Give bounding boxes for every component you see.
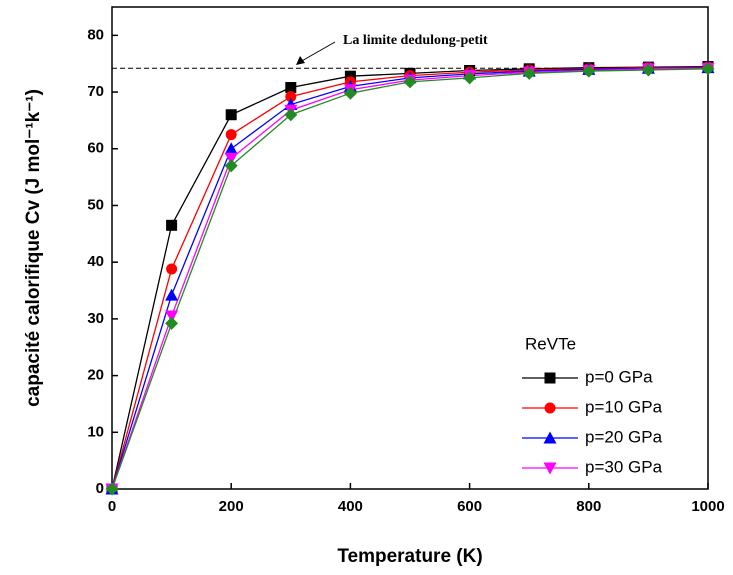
marker: [165, 316, 179, 330]
marker: [582, 64, 596, 78]
marker: [463, 71, 477, 85]
series-line: [111, 67, 709, 490]
x-tick-label: 400: [338, 498, 363, 515]
x-tick-label: 200: [219, 498, 244, 515]
series-line: [111, 68, 709, 490]
legend-label: p=20 GPa: [585, 427, 663, 446]
marker: [285, 82, 297, 94]
legend-marker: [543, 462, 557, 475]
marker: [224, 159, 238, 173]
marker: [105, 482, 119, 496]
y-tick-label: 70: [87, 83, 104, 100]
marker: [166, 219, 178, 231]
annotation: La limite dedulong-petit: [343, 33, 488, 48]
marker: [166, 263, 178, 275]
legend-label: p=10 GPa: [585, 397, 663, 416]
marker: [225, 109, 237, 121]
legend-marker: [543, 431, 557, 444]
plot-frame: [111, 6, 709, 490]
x-axis-title: Temperature (K): [337, 546, 482, 567]
annotation-arrowhead: [296, 56, 305, 65]
y-tick-label: 50: [87, 196, 104, 213]
x-tick-label: 600: [457, 498, 482, 515]
legend-label: p=0 GPa: [585, 367, 653, 386]
x-tick-label: 0: [108, 498, 116, 515]
y-tick-label: 40: [87, 253, 104, 270]
marker: [224, 152, 238, 165]
marker: [225, 129, 237, 141]
y-axis-title: capacité calorifique Cv (J mol⁻¹k⁻¹): [23, 89, 44, 407]
legend-label: p=30 GPa: [585, 457, 663, 476]
marker: [165, 310, 179, 323]
marker: [165, 288, 179, 301]
series-line: [111, 65, 709, 490]
marker: [284, 108, 298, 122]
marker: [522, 66, 536, 80]
marker: [701, 62, 715, 76]
y-tick-label: 20: [87, 367, 104, 384]
x-tick-label: 800: [576, 498, 601, 515]
series-line: [111, 67, 709, 490]
legend-marker: [544, 372, 556, 384]
y-tick-label: 10: [87, 423, 104, 440]
marker: [403, 75, 417, 89]
legend-marker: [544, 402, 556, 414]
y-tick-label: 60: [87, 140, 104, 157]
marker: [224, 142, 238, 155]
y-tick-label: 80: [87, 26, 104, 43]
marker: [641, 63, 655, 77]
y-tick-label: 0: [96, 480, 104, 497]
marker: [343, 86, 357, 100]
legend-title: ReVTe: [525, 334, 576, 353]
x-tick-label: 1000: [691, 498, 724, 515]
marker: [285, 91, 297, 103]
annotation-arrow: [299, 41, 336, 63]
y-tick-label: 30: [87, 310, 104, 327]
series-line: [111, 66, 709, 490]
